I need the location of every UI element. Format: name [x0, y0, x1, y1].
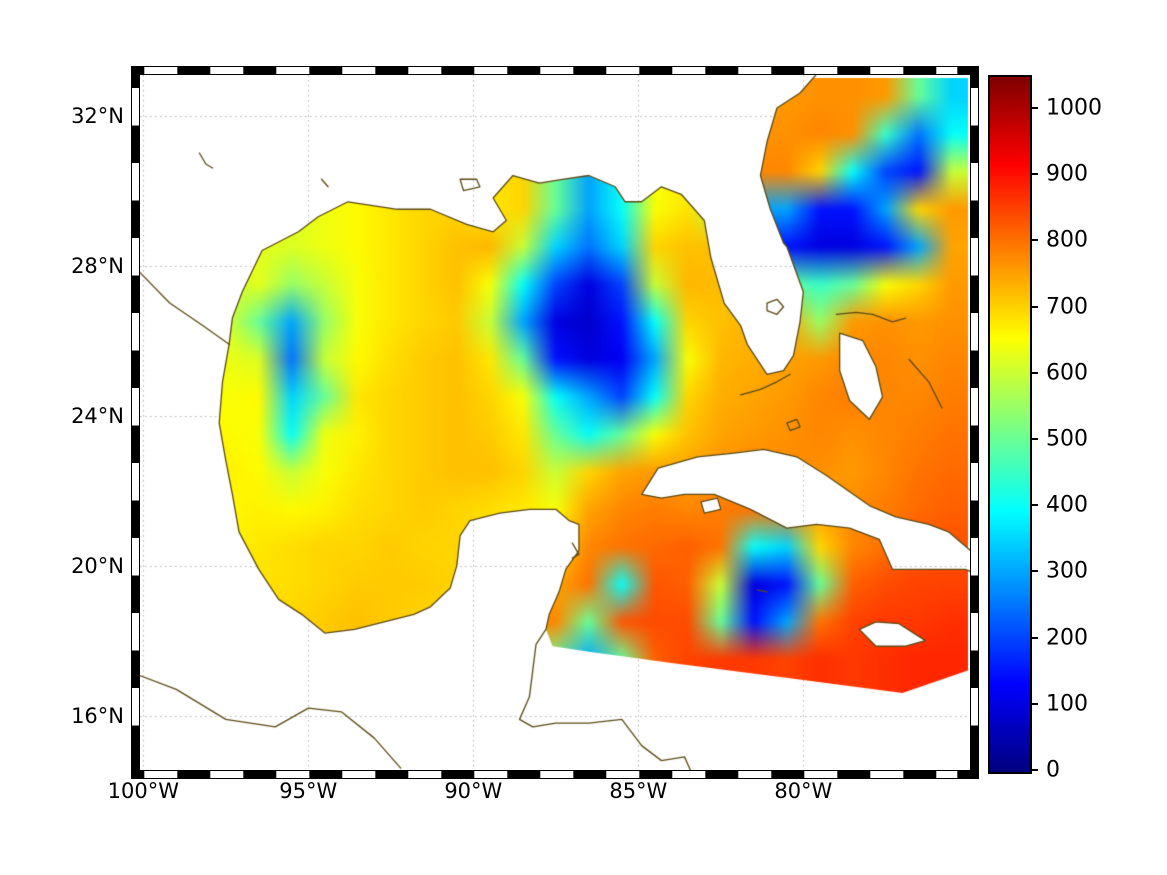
colorbar-tick-label: 700 [1046, 294, 1088, 320]
map-frame-top [131, 66, 979, 75]
map-frame-left [131, 75, 140, 770]
colorbar-tick-label: 500 [1046, 426, 1088, 452]
x-tick-label: 85°W [609, 779, 668, 803]
colorbar-tick-label: 1000 [1046, 95, 1102, 121]
colorbar-tick [1032, 173, 1038, 176]
colorbar-tick-label: 300 [1046, 558, 1088, 584]
colorbar-tick-label: 400 [1046, 492, 1088, 518]
y-tick-label: 32°N [71, 103, 124, 128]
colorbar-tick [1032, 438, 1038, 441]
y-tick-label: 28°N [71, 253, 124, 278]
colorbar-tick [1032, 636, 1038, 639]
colorbar-tick [1032, 371, 1038, 374]
colorbar-tick [1032, 504, 1038, 507]
colorbar-tick-label: 0 [1046, 757, 1060, 783]
map-frame-right [970, 75, 979, 770]
colorbar-tick [1032, 570, 1038, 573]
x-tick-label: 90°W [444, 779, 503, 803]
y-tick-label: 16°N [71, 703, 124, 728]
colorbar-canvas [988, 75, 1032, 774]
colorbar-tick-label: 800 [1046, 227, 1088, 253]
colorbar-tick [1032, 239, 1038, 242]
colorbar-tick [1032, 305, 1038, 308]
y-tick-label: 20°N [71, 553, 124, 578]
colorbar-tick-label: 200 [1046, 625, 1088, 651]
colorbar-tick-label: 600 [1046, 360, 1088, 386]
colorbar-tick-label: 900 [1046, 161, 1088, 187]
colorbar-tick [1032, 769, 1038, 771]
x-tick-label: 80°W [774, 779, 833, 803]
colorbar-tick [1032, 107, 1038, 110]
colorbar-tick [1032, 702, 1038, 705]
x-tick-label: 95°W [279, 779, 338, 803]
map-canvas [140, 75, 970, 770]
map-frame-bottom [131, 770, 979, 779]
y-tick-label: 24°N [71, 403, 124, 428]
colorbar-tick-label: 100 [1046, 691, 1088, 717]
x-tick-label: 100°W [107, 779, 179, 803]
